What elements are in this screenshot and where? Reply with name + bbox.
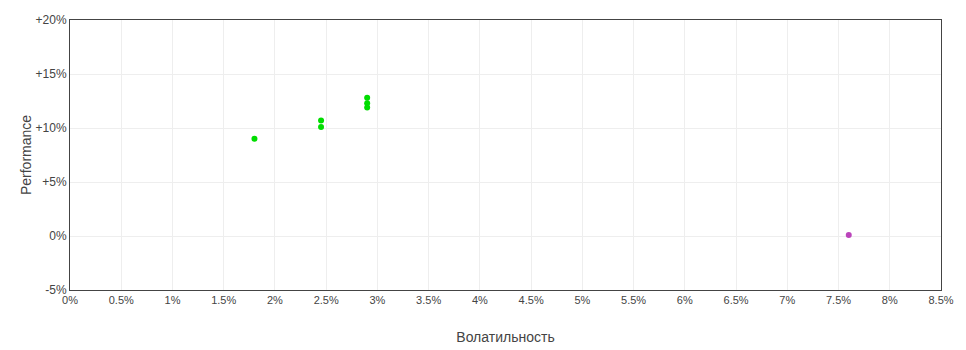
svg-text:+20%: +20% <box>36 13 67 27</box>
svg-text:8.5%: 8.5% <box>928 294 953 306</box>
svg-text:0%: 0% <box>62 294 78 306</box>
svg-text:6%: 6% <box>677 294 693 306</box>
svg-text:+5%: +5% <box>42 175 67 189</box>
svg-text:4.5%: 4.5% <box>519 294 544 306</box>
svg-text:0%: 0% <box>49 229 67 243</box>
svg-text:7.5%: 7.5% <box>826 294 851 306</box>
svg-text:8%: 8% <box>882 294 898 306</box>
svg-text:6.5%: 6.5% <box>724 294 749 306</box>
svg-text:+10%: +10% <box>36 121 67 135</box>
svg-text:5.5%: 5.5% <box>621 294 646 306</box>
svg-text:7%: 7% <box>779 294 795 306</box>
svg-text:5%: 5% <box>574 294 590 306</box>
svg-text:Волатильность: Волатильность <box>456 329 554 345</box>
svg-text:3%: 3% <box>369 294 385 306</box>
svg-text:+15%: +15% <box>36 67 67 81</box>
svg-text:1%: 1% <box>165 294 181 306</box>
svg-text:3.5%: 3.5% <box>416 294 441 306</box>
svg-text:2.5%: 2.5% <box>314 294 339 306</box>
svg-text:2%: 2% <box>267 294 283 306</box>
svg-text:0.5%: 0.5% <box>109 294 134 306</box>
svg-text:-5%: -5% <box>45 283 67 297</box>
svg-text:4%: 4% <box>472 294 488 306</box>
svg-text:1.5%: 1.5% <box>211 294 236 306</box>
svg-text:Performance: Performance <box>18 115 34 195</box>
